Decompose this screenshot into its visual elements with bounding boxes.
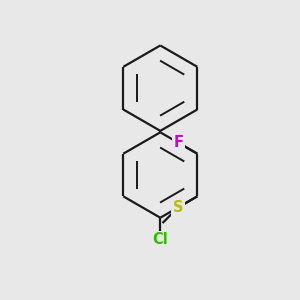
Text: F: F	[173, 135, 183, 150]
Text: Cl: Cl	[152, 232, 168, 247]
Text: S: S	[173, 200, 183, 215]
